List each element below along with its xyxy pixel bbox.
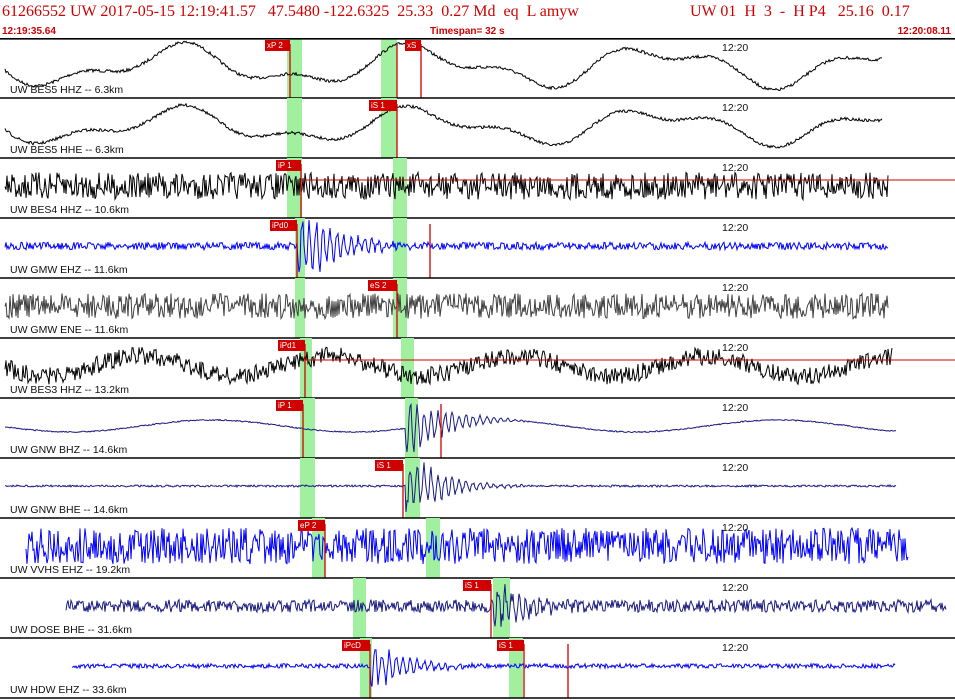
waveform-trace[interactable] bbox=[25, 526, 909, 565]
phase-window bbox=[360, 638, 372, 698]
waveform-trace[interactable] bbox=[65, 584, 947, 627]
channel-row[interactable] bbox=[0, 638, 955, 699]
time-tick-label: 12:20 bbox=[722, 582, 749, 594]
phase-pick-tag[interactable]: iS 1 bbox=[375, 460, 403, 471]
waveform-trace[interactable] bbox=[4, 292, 889, 321]
phase-window bbox=[393, 158, 407, 218]
waveform-trace[interactable] bbox=[4, 102, 883, 149]
phase-pick-tag[interactable]: iPd0 bbox=[270, 220, 297, 231]
seismogram-panel[interactable]: UW BES5 HHZ -- 6.3km 12:20 xP 2 xS 1 UW BES5… bbox=[0, 38, 955, 700]
channel-row[interactable] bbox=[0, 38, 955, 99]
phase-pick-tag[interactable]: xS 1 bbox=[405, 40, 421, 61]
waveform-trace[interactable] bbox=[71, 649, 896, 687]
timespan: Timespan= 32 s bbox=[430, 26, 505, 37]
channel-row[interactable] bbox=[0, 518, 955, 579]
phase-window bbox=[353, 578, 366, 638]
phase-pick-tag[interactable]: iPd1 bbox=[278, 340, 305, 351]
phase-window bbox=[426, 518, 440, 578]
phase-pick-tag[interactable]: iPcD bbox=[342, 640, 370, 651]
phase-window bbox=[295, 218, 305, 278]
phase-pick-tag[interactable]: xP 2 bbox=[265, 40, 290, 51]
seismogram-canvas[interactable] bbox=[0, 38, 955, 700]
channel-row[interactable] bbox=[0, 98, 955, 159]
channel-row[interactable] bbox=[0, 458, 955, 519]
phase-window bbox=[393, 218, 407, 278]
solution-summary: UW 01 H 3 - H P4 25.16 0.17 bbox=[690, 3, 910, 20]
time-tick-label: 12:20 bbox=[722, 342, 749, 354]
phase-window bbox=[381, 38, 397, 98]
waveform-trace[interactable] bbox=[4, 219, 889, 273]
end-time: 12:20:08.11 bbox=[897, 26, 951, 37]
channel-row[interactable] bbox=[0, 338, 955, 399]
channel-label: UW BES4 HHZ -- 10.6km bbox=[10, 204, 130, 216]
channel-row[interactable] bbox=[0, 278, 955, 339]
phase-pick-tag[interactable]: eP 2 bbox=[298, 520, 325, 531]
channel-row[interactable] bbox=[0, 398, 955, 459]
phase-pick-tag[interactable]: iS 1 bbox=[369, 100, 397, 111]
time-tick-label: 12:20 bbox=[722, 222, 749, 234]
waveform-trace[interactable] bbox=[4, 402, 897, 453]
channel-label: UW VVHS EHZ -- 19.2km bbox=[10, 564, 131, 576]
phase-pick-tag[interactable]: iS 1 bbox=[463, 580, 491, 591]
channel-label: UW GMW ENE -- 11.6km bbox=[10, 324, 129, 336]
channel-row[interactable] bbox=[0, 158, 955, 219]
time-tick-label: 12:20 bbox=[722, 522, 749, 534]
start-time: 12:19:35.64 bbox=[2, 26, 56, 37]
phase-window bbox=[312, 518, 325, 578]
waveform-trace[interactable] bbox=[4, 170, 889, 202]
time-tick-label: 12:20 bbox=[722, 282, 749, 294]
event-summary: 61266552 UW 2017-05-15 12:19:41.57 47.54… bbox=[2, 3, 579, 20]
phase-window bbox=[295, 278, 305, 338]
channel-label: UW DOSE BHE -- 31.6km bbox=[10, 624, 132, 636]
phase-window bbox=[300, 398, 315, 458]
phase-window bbox=[287, 38, 302, 98]
phase-window bbox=[300, 338, 312, 398]
channel-label: UW GNW BHE -- 14.6km bbox=[10, 504, 128, 516]
time-tick-label: 12:20 bbox=[722, 462, 749, 474]
phase-pick-tag[interactable]: iP 1 bbox=[276, 400, 303, 411]
phase-window bbox=[287, 98, 302, 158]
phase-window bbox=[300, 458, 315, 518]
channel-label: UW BES5 HHZ -- 6.3km bbox=[10, 84, 124, 96]
channel-row[interactable] bbox=[0, 218, 955, 279]
channel-label: UW HDW EHZ -- 33.6km bbox=[10, 684, 127, 696]
time-tick-label: 12:20 bbox=[722, 402, 749, 414]
phase-pick-tag[interactable]: iS 1 bbox=[497, 640, 524, 651]
channel-label: UW BES3 HHZ -- 13.2km bbox=[10, 384, 130, 396]
channel-label: UW BES5 HHE -- 6.3km bbox=[10, 144, 124, 156]
time-tick-label: 12:20 bbox=[722, 42, 749, 54]
phase-pick-tag[interactable]: iP 1 bbox=[276, 160, 301, 171]
time-tick-label: 12:20 bbox=[722, 102, 749, 114]
channel-row[interactable] bbox=[0, 578, 955, 639]
waveform-trace[interactable] bbox=[4, 346, 893, 386]
time-tick-label: 12:20 bbox=[722, 642, 749, 654]
channel-label: UW GNW BHZ -- 14.6km bbox=[10, 444, 128, 456]
channel-label: UW GMW EHZ -- 11.6km bbox=[10, 264, 128, 276]
waveform-trace[interactable] bbox=[5, 462, 897, 513]
waveform-trace[interactable] bbox=[4, 40, 883, 92]
phase-pick-tag[interactable]: eS 2 bbox=[368, 280, 397, 291]
time-tick-label: 12:20 bbox=[722, 162, 749, 174]
event-header: 61266552 UW 2017-05-15 12:19:41.57 47.54… bbox=[0, 0, 955, 38]
phase-window bbox=[509, 638, 523, 698]
